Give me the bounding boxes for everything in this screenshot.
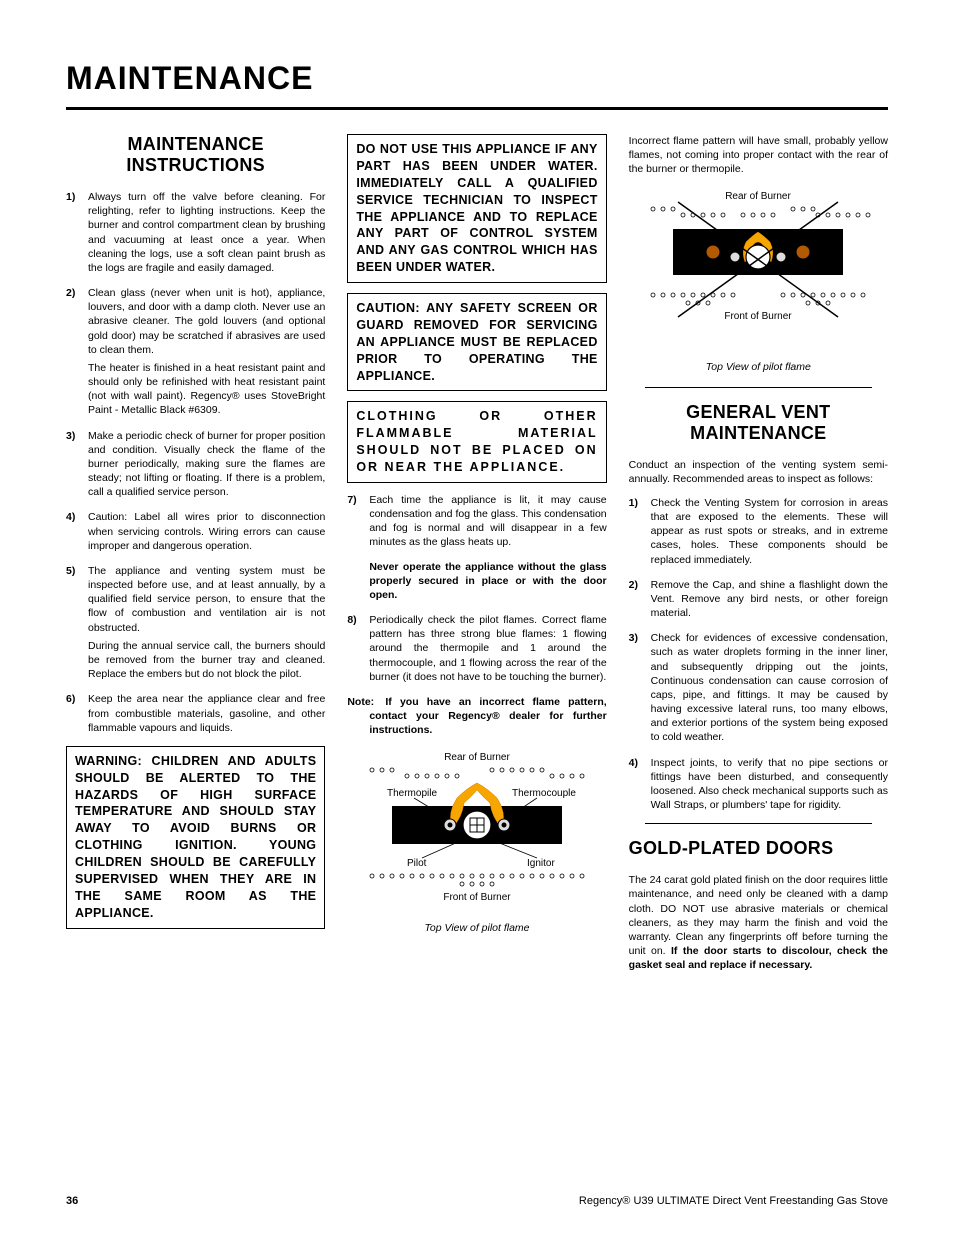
ignitor-label: Ignitor xyxy=(527,858,555,869)
diagram-front-label: Front of Burner xyxy=(443,892,511,903)
clothing-warning-box: CLOTHING OR OTHER FLAMMABLE MATERIAL SHO… xyxy=(347,401,606,483)
note-label: Note: xyxy=(347,695,385,709)
vent-item-1: Check the Venting System for corrosion i… xyxy=(629,496,888,567)
vent-item-3: Check for evidences of excessive condens… xyxy=(629,631,888,744)
divider-1 xyxy=(645,387,872,388)
vent-maintenance-heading: GENERAL VENT MAINTENANCE xyxy=(629,402,888,444)
pilot-flame-diagram-incorrect: Rear of Burner xyxy=(633,187,883,357)
instruction-2: Clean glass (never when unit is hot), ap… xyxy=(66,286,325,418)
column-3: Incorrect flame pattern will have small,… xyxy=(629,134,888,983)
diagram-rear-label: Rear of Burner xyxy=(444,752,510,763)
incorrect-flame-text: Incorrect flame pattern will have small,… xyxy=(629,134,888,177)
instruction-3: Make a periodic check of burner for prop… xyxy=(66,429,325,500)
instruction-5-text: The appliance and venting system must be… xyxy=(88,565,325,634)
port-row-top xyxy=(370,768,584,778)
diagram-2-caption: Top View of pilot flame xyxy=(629,361,888,373)
diagram-1-caption: Top View of pilot flame xyxy=(347,922,606,934)
maintenance-list: Always turn off the valve before cleanin… xyxy=(66,190,325,735)
water-warning-box: DO NOT USE THIS APPLIANCE IF ANY PART HA… xyxy=(347,134,606,283)
instruction-8: Periodically check the pilot flames. Cor… xyxy=(347,613,606,684)
maintenance-instructions-heading: MAINTENANCE INSTRUCTIONS xyxy=(66,134,325,176)
pilot-label: Pilot xyxy=(407,858,427,869)
instruction-6: Keep the area near the appliance clear a… xyxy=(66,692,325,735)
instruction-2-sub: The heater is finished in a heat resista… xyxy=(88,361,325,418)
thermocouple-label: Thermocouple xyxy=(512,788,576,799)
vent-item-4: Inspect joints, to verify that no pipe s… xyxy=(629,756,888,813)
vent-item-2: Remove the Cap, and shine a flashlight d… xyxy=(629,578,888,621)
title-rule xyxy=(66,107,888,110)
vent-list: Check the Venting System for corrosion i… xyxy=(629,496,888,812)
page-footer: 36 Regency® U39 ULTIMATE Direct Vent Fre… xyxy=(66,1195,888,1207)
gold-doors-heading: GOLD-PLATED DOORS xyxy=(629,838,888,859)
vent-intro: Conduct an inspection of the venting sys… xyxy=(629,458,888,486)
page-number: 36 xyxy=(66,1195,78,1207)
columns: MAINTENANCE INSTRUCTIONS Always turn off… xyxy=(66,134,888,983)
column-2: DO NOT USE THIS APPLIANCE IF ANY PART HA… xyxy=(347,134,606,983)
never-operate-note: Never operate the appliance without the … xyxy=(369,560,606,603)
instruction-2-text: Clean glass (never when unit is hot), ap… xyxy=(88,287,325,356)
gold-doors-body: The 24 carat gold plated finish on the d… xyxy=(629,873,888,972)
divider-2 xyxy=(645,823,872,824)
thermopile-label: Thermopile xyxy=(387,788,437,799)
instruction-7-text: Each time the appliance is lit, it may c… xyxy=(369,494,606,549)
note-text: If you have an incorrect flame pattern, … xyxy=(369,696,606,736)
port-row-bottom xyxy=(370,874,584,886)
column-1: MAINTENANCE INSTRUCTIONS Always turn off… xyxy=(66,134,325,983)
maintenance-list-cont: Each time the appliance is lit, it may c… xyxy=(347,493,606,684)
instruction-4: Caution: Label all wires prior to discon… xyxy=(66,510,325,553)
screen-caution-box: CAUTION: ANY SAFETY SCREEN OR GUARD REMO… xyxy=(347,293,606,391)
diagram2-rear-label: Rear of Burner xyxy=(726,191,792,202)
instruction-5: The appliance and venting system must be… xyxy=(66,564,325,681)
warning-box: WARNING: CHILDREN AND ADULTS SHOULD BE A… xyxy=(66,746,325,929)
flame-pattern-note: Note:If you have an incorrect flame patt… xyxy=(347,695,606,738)
instruction-7: Each time the appliance is lit, it may c… xyxy=(347,493,606,602)
footer-text: Regency® U39 ULTIMATE Direct Vent Freest… xyxy=(579,1195,888,1207)
diagram2-front-label: Front of Burner xyxy=(725,311,793,322)
page-title: MAINTENANCE xyxy=(66,60,888,97)
instruction-5-sub: During the annual service call, the burn… xyxy=(88,639,325,682)
instruction-1: Always turn off the valve before cleanin… xyxy=(66,190,325,275)
pilot-flame-diagram-correct: Rear of Burner Thermopile Thermocouple xyxy=(352,748,602,918)
